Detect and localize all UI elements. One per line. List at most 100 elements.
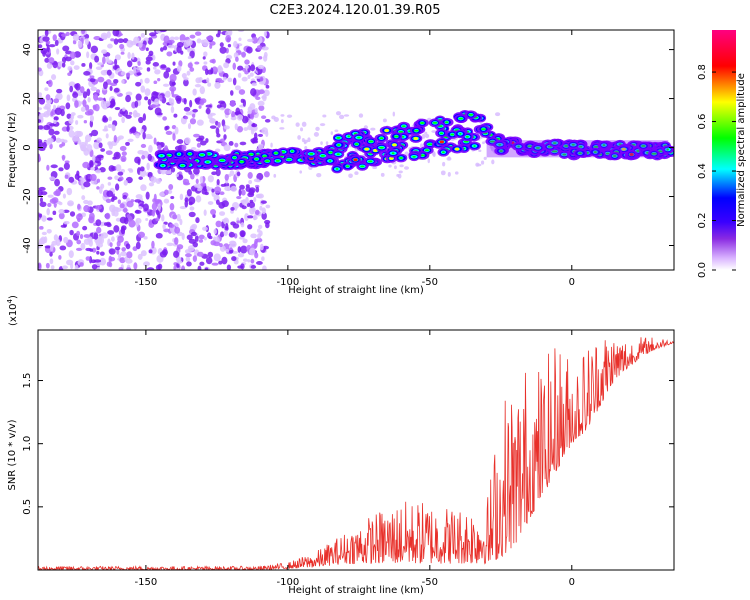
spectrogram-noise-blob (77, 203, 81, 210)
spectrogram-noise-blob (241, 51, 246, 58)
spectrogram-noise-blob (207, 251, 214, 258)
spectrogram-noise-blob (147, 172, 153, 177)
spectrogram-ridge-blob (602, 144, 606, 147)
spectrogram-noise-blob (247, 215, 254, 219)
spectrogram-noise-blob (260, 200, 267, 204)
spectrogram-ridge-blob (219, 159, 225, 162)
spectrogram-noise-blob (105, 198, 112, 203)
spectrogram-noise-blob (247, 171, 253, 179)
spectrogram-noise-blob (203, 209, 207, 216)
spectrogram-ridge-blob (206, 161, 210, 164)
spectrogram-noise-blob (113, 38, 119, 45)
spectrogram-noise-blob (204, 68, 209, 76)
spectrogram-noise-blob (100, 148, 106, 152)
spectrogram-noise-blob (155, 209, 160, 216)
spectrogram-noise-blob (49, 251, 53, 257)
spectrogram-noise-blob (188, 201, 193, 206)
spectrogram-noise-blob (65, 102, 71, 110)
spectrogram-noise-blob (66, 187, 73, 196)
spectrogram-noise-blob (83, 71, 91, 76)
spectrogram-noise-blob (259, 243, 264, 251)
spectrogram-noise-blob (68, 81, 76, 88)
spectrogram-noise-blob (140, 250, 147, 257)
spectrogram-noise-blob (230, 206, 235, 211)
spectrogram-noise-blob (261, 127, 268, 135)
spectrogram-noise-blob (240, 263, 245, 270)
spectrogram-noise-blob (96, 250, 100, 255)
spectrogram-noise-blob (183, 78, 189, 87)
spectrogram-noise-blob (145, 47, 149, 52)
spectrogram-noise-blob (62, 45, 70, 52)
spectrogram-noise-blob (91, 264, 98, 270)
snr-y-tick-label: 1.5 (22, 373, 33, 389)
spectrogram-noise-blob (204, 267, 209, 270)
spectrogram-noise-blob (243, 258, 248, 262)
spectrogram-noise-blob (193, 133, 200, 138)
spectrogram-noise-blob (219, 46, 227, 54)
spectrogram-noise-blob (174, 237, 179, 245)
spectrogram-noise-blob (216, 178, 220, 186)
spectrogram-noise-blob (304, 146, 308, 150)
spectrogram-noise-blob (393, 165, 397, 170)
spectrogram-noise-blob (235, 56, 239, 62)
spectrogram-noise-blob (38, 67, 42, 72)
spectrogram-noise-blob (256, 261, 263, 265)
spectrogram-noise-blob (113, 225, 120, 233)
spectrogram-noise-blob (104, 222, 108, 226)
spectrogram-noise-blob (265, 222, 270, 229)
spectrogram-noise-blob (82, 161, 90, 169)
spectrogram-noise-blob (117, 171, 124, 176)
spectrogram-noise-blob (95, 205, 102, 210)
spectrogram-noise-blob (483, 156, 487, 161)
spectrogram-noise-blob (203, 51, 208, 57)
spectrogram-noise-blob (100, 232, 109, 239)
spectrogram-noise-blob (249, 103, 256, 111)
spectrogram-noise-blob (62, 193, 66, 199)
snr-x-tick-label: -50 (422, 577, 438, 588)
spectrogram-noise-blob (251, 207, 256, 213)
spectrogram-ridge-blob (328, 151, 333, 154)
spectrogram-noise-blob (160, 47, 164, 52)
spectrogram-noise-blob (133, 66, 137, 74)
spectrogram-noise-blob (96, 97, 104, 101)
spectrogram-ridge-blob (564, 145, 569, 147)
spectrogram-ridge-blob (473, 145, 476, 148)
spectrogram-peak-blob (413, 137, 419, 141)
spectrogram-frame (37, 29, 675, 271)
spectrogram-noise-blob (257, 89, 265, 95)
spectrogram-noise-blob (234, 85, 241, 91)
spectrogram-noise-blob (188, 211, 196, 218)
spectrogram-noise-blob (198, 234, 205, 240)
spectrogram-peak-blob (384, 128, 389, 132)
spectrogram-noise-blob (270, 142, 273, 148)
spectrogram-noise-blob (38, 92, 43, 97)
spectrogram-noise-blob (44, 87, 49, 91)
spectrogram-noise-blob (49, 123, 56, 127)
spectrogram-ridge-blob (207, 152, 211, 155)
spectrogram-noise-blob (133, 36, 140, 45)
spectrogram-noise-blob (106, 69, 112, 76)
spectrogram-noise-blob (38, 141, 44, 148)
spectrogram-noise-blob (197, 251, 204, 257)
spectrogram-noise-blob (482, 141, 485, 145)
spectrogram-noise-blob (168, 184, 174, 191)
spectrogram-noise-blob (147, 135, 153, 140)
spectrogram-ridge-blob (394, 135, 399, 138)
figure-title: C2E3.2024.120.01.39.R05 (269, 3, 440, 18)
spectrogram-noise-blob (300, 127, 304, 132)
spectrogram-noise-blob (169, 202, 175, 211)
spectrogram-noise-blob (55, 188, 61, 197)
spectrogram-noise-blob (48, 128, 55, 136)
spectrogram-noise-blob (83, 234, 91, 239)
spectrogram-noise-blob (114, 54, 121, 61)
spectrogram-noise-blob (80, 106, 86, 112)
spectrogram-ridge-blob (232, 156, 237, 159)
spectrogram-noise-blob (155, 178, 162, 184)
spectrogram-noise-blob (192, 88, 197, 96)
spectrogram-noise-blob (213, 253, 221, 262)
spectrogram-noise-blob (44, 30, 49, 37)
spectrogram-noise-blob (322, 114, 327, 118)
spectrogram-noise-blob (89, 173, 97, 182)
spectrogram-noise-blob (150, 176, 157, 183)
spectrogram-noise-blob (102, 116, 109, 123)
